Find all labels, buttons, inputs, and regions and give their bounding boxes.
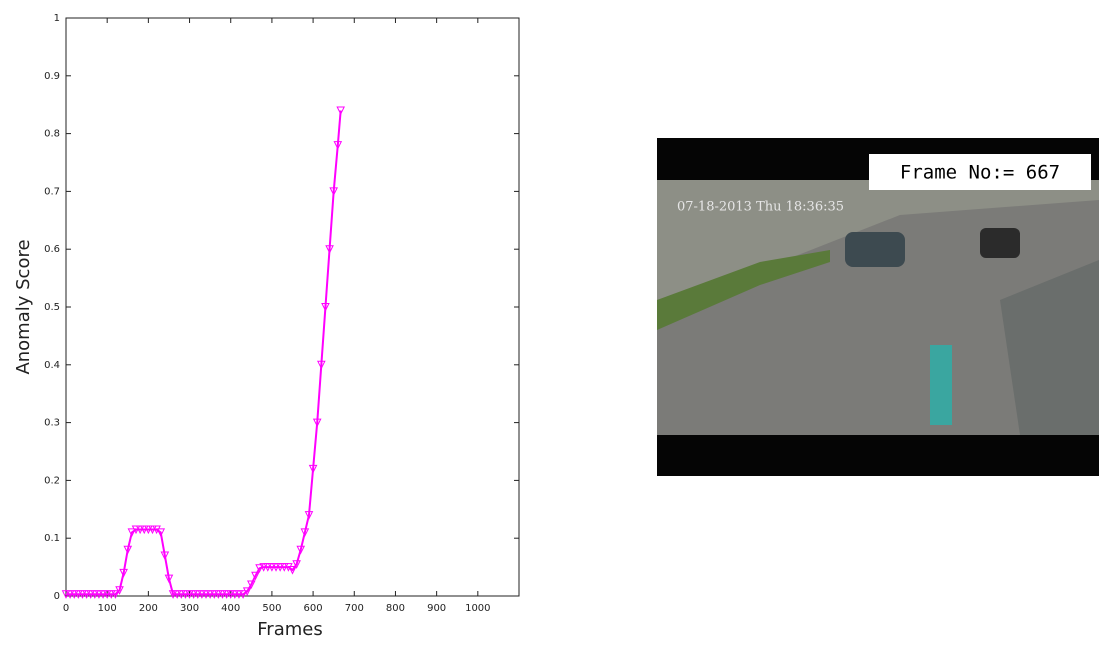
car <box>980 228 1020 258</box>
x-tick-label: 900 <box>427 603 446 614</box>
y-tick-label: 0 <box>54 591 60 602</box>
frame-label: Frame No:= 667 <box>900 162 1060 184</box>
y-tick-label: 0.1 <box>44 533 60 544</box>
y-tick-label: 0.6 <box>44 244 60 255</box>
video-frame: Frame No:= 667 07-18-2013 Thu 18:36:35 <box>657 138 1099 476</box>
y-tick-label: 0.2 <box>44 475 60 486</box>
x-tick-label: 700 <box>345 603 364 614</box>
x-tick-label: 400 <box>221 603 240 614</box>
x-axis-label: Frames <box>257 619 322 640</box>
y-tick-label: 0.8 <box>44 129 60 140</box>
y-tick-label: 0.5 <box>44 302 60 313</box>
x-tick-label: 100 <box>98 603 117 614</box>
series-line <box>66 110 341 594</box>
x-tick-label: 600 <box>304 603 323 614</box>
y-tick-label: 0.3 <box>44 418 60 429</box>
plot-frame <box>66 18 519 596</box>
x-tick-label: 1000 <box>465 603 490 614</box>
y-tick-label: 1 <box>54 13 60 24</box>
x-tick-label: 0 <box>63 603 69 614</box>
page: Frames Anomaly Score Frame No:= 667 07-1… <box>0 0 1099 642</box>
x-tick-label: 300 <box>180 603 199 614</box>
x-tick-label: 500 <box>262 603 281 614</box>
y-tick-label: 0.4 <box>44 360 60 371</box>
rider <box>930 345 952 425</box>
x-tick-label: 800 <box>386 603 405 614</box>
y-tick-label: 0.9 <box>44 71 60 82</box>
timestamp: 07-18-2013 Thu 18:36:35 <box>677 200 844 215</box>
y-axis-label: Anomaly Score <box>13 239 34 374</box>
car <box>845 232 905 267</box>
y-tick-label: 0.7 <box>44 186 60 197</box>
x-tick-label: 200 <box>139 603 158 614</box>
